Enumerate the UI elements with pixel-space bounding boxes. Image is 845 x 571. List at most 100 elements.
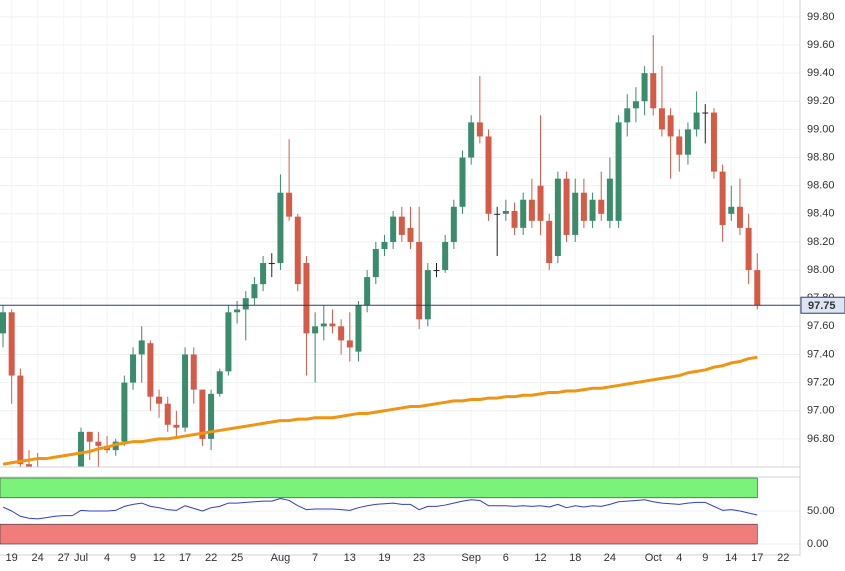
candle-body: [225, 312, 232, 372]
candle-body: [78, 431, 85, 467]
candle-body: [303, 263, 310, 334]
x-tick-label: Oct: [645, 552, 662, 564]
candle-body: [598, 199, 605, 214]
candle-body: [173, 424, 180, 428]
candle-body: [156, 396, 163, 404]
x-tick-label: 18: [569, 552, 581, 564]
x-tick-label: Sep: [461, 552, 481, 564]
x-tick-label: 9: [702, 552, 708, 564]
x-tick-label: 7: [312, 552, 318, 564]
candle-body: [320, 323, 327, 327]
candle-body: [182, 354, 189, 428]
y-tick-label: 98.80: [807, 151, 835, 163]
y-tick-label: 98.20: [807, 236, 835, 248]
candle-body: [286, 192, 293, 217]
candle-body: [658, 108, 665, 130]
candle-body: [485, 136, 492, 214]
candle-body: [26, 464, 33, 467]
y-tick-label: 99.40: [807, 67, 835, 79]
y-tick-label: 97.00: [807, 405, 835, 417]
candle-body: [468, 122, 475, 158]
y-tick-label: 97.40: [807, 348, 835, 360]
x-tick-label: 24: [604, 552, 616, 564]
y-tick-label: 96.80: [807, 433, 835, 445]
y-tick-label: 99.60: [807, 39, 835, 51]
candle-body: [754, 270, 761, 306]
candle-body: [676, 136, 683, 155]
candle-body: [624, 108, 631, 123]
candle-body: [234, 309, 241, 313]
candle-body: [632, 101, 639, 109]
candle-body: [580, 192, 587, 221]
candle-body: [745, 227, 752, 271]
x-tick-label: 17: [179, 552, 191, 564]
candle-body: [338, 326, 345, 341]
x-tick-label: 4: [104, 552, 110, 564]
moving-average: [2, 355, 758, 466]
x-tick-label: 17: [751, 552, 763, 564]
rsi-line: [2, 497, 758, 520]
x-tick-label: 6: [503, 552, 509, 564]
candle-body: [615, 122, 622, 221]
last-price-label: 97.75: [808, 300, 836, 312]
y-tick-label: 98.60: [807, 180, 835, 192]
candle-body: [138, 340, 145, 355]
y-tick-label: 99.80: [807, 11, 835, 23]
candle-body: [251, 284, 258, 299]
candle-body: [606, 178, 613, 221]
candle-body: [719, 171, 726, 226]
candle-body: [121, 382, 128, 442]
candle-body: [442, 241, 449, 271]
candle-body: [164, 403, 171, 425]
candle-body: [572, 192, 579, 235]
candle-body: [537, 185, 544, 221]
x-tick-label: 14: [725, 552, 737, 564]
candle-body: [650, 73, 657, 109]
candle-body: [520, 199, 527, 228]
y-tick-label: 97.20: [807, 377, 835, 389]
x-tick-label: 22: [777, 552, 789, 564]
candle-body: [476, 122, 483, 137]
candle-body: [372, 248, 379, 278]
candle-body: [130, 354, 137, 383]
rsi-panel: [0, 477, 758, 545]
candle-body: [190, 354, 197, 390]
price-panel: [0, 35, 761, 467]
x-tick-label: 12: [534, 552, 546, 564]
candle-body: [86, 431, 93, 442]
y-tick-label: 99.20: [807, 95, 835, 107]
candle-body: [260, 263, 267, 285]
candle-body: [346, 340, 353, 348]
x-tick-label: 12: [153, 552, 165, 564]
candle-body: [693, 112, 700, 130]
y-tick-label: 98.40: [807, 208, 835, 220]
candle-body: [17, 375, 24, 465]
candle-body: [459, 157, 466, 207]
y-tick-label: 98.00: [807, 264, 835, 276]
x-tick-label: 19: [6, 552, 18, 564]
x-tick-label: Aug: [271, 552, 291, 564]
candle-body: [450, 206, 457, 242]
candle-body: [424, 270, 431, 320]
candle-body: [728, 206, 735, 214]
candle-body: [546, 220, 553, 264]
candle-body: [0, 312, 6, 334]
candle-body: [147, 343, 154, 397]
candle-body: [667, 115, 674, 137]
candle-body: [95, 441, 102, 446]
candle-body: [277, 192, 284, 264]
rsi-tick-label: 0.00: [807, 538, 828, 550]
candle-body: [684, 129, 691, 155]
candle-body: [216, 371, 223, 394]
x-tick-label: 13: [344, 552, 356, 564]
candle-body: [702, 112, 709, 114]
axes: 96.8097.0097.2097.4097.6097.8098.0098.20…: [0, 11, 845, 564]
candle-body: [390, 216, 397, 242]
candle-body: [381, 241, 388, 249]
y-tick-label: 97.60: [807, 320, 835, 332]
candle-body: [407, 227, 414, 242]
x-tick-label: 9: [130, 552, 136, 564]
y-tick-label: 99.00: [807, 123, 835, 135]
